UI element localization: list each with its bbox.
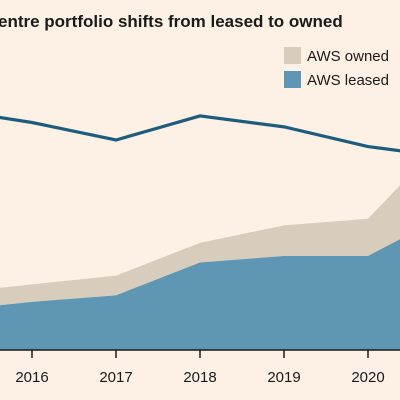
chart-title: entre portfolio shifts from leased to ow…: [0, 12, 343, 31]
x-tick-label-2017: 2017: [99, 369, 132, 386]
area-layer: [0, 185, 400, 350]
legend-label-aws-leased: AWS leased: [307, 72, 389, 89]
legend-swatch-aws-owned: [284, 47, 301, 64]
x-axis: 2016 2017 2018 2019 2020: [0, 349, 400, 386]
series-line: [0, 114, 400, 153]
legend-swatch-aws-leased: [284, 71, 301, 88]
x-tick-label-2018: 2018: [183, 369, 216, 386]
x-tick-label-2019: 2019: [267, 369, 300, 386]
legend: AWS owned AWS leased: [284, 47, 389, 89]
area-aws-owned: [0, 185, 400, 306]
x-tick-label-2016: 2016: [15, 369, 48, 386]
area-aws-leased: [0, 239, 400, 350]
legend-label-aws-owned: AWS owned: [307, 48, 389, 65]
x-tick-label-2020: 2020: [351, 369, 384, 386]
line-layer: [0, 114, 400, 153]
